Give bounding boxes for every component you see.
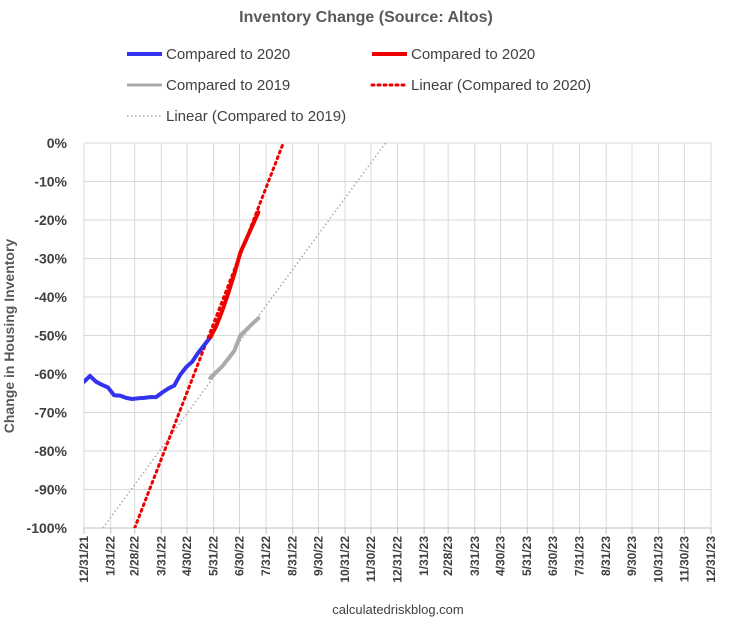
x-tick-label: 9/30/23 <box>625 536 639 576</box>
y-tick-label: -90% <box>34 482 67 498</box>
y-tick-label: -30% <box>34 251 67 267</box>
x-tick-label: 10/31/23 <box>652 536 666 583</box>
x-tick-label: 8/31/22 <box>286 536 300 576</box>
x-tick-label: 1/31/23 <box>417 536 431 576</box>
trend-linear-2020 <box>133 143 285 528</box>
x-tick-label: 1/31/22 <box>104 536 118 576</box>
y-tick-label: -10% <box>34 174 67 190</box>
y-tick-label: -20% <box>34 212 67 228</box>
x-tick-label: 3/31/22 <box>154 536 168 576</box>
x-tick-label: 2/28/23 <box>441 536 455 576</box>
x-tick-label: 11/30/22 <box>364 536 378 582</box>
x-axis-tick-labels: 12/31/21 1/31/22 2/28/22 3/31/22 4/30/22 5/31… <box>77 536 718 583</box>
legend-label-linear-2019: Linear (Compared to 2019) <box>166 108 346 125</box>
legend-label-compared-2020-red: Compared to 2020 <box>411 46 535 63</box>
x-tick-label: 6/30/22 <box>232 536 246 576</box>
gridlines <box>83 142 712 534</box>
y-axis-tick-labels: 0% -10% -20% -30% -40% -50% -60% -70% -80% -90% -1… <box>27 135 68 536</box>
x-tick-label: 3/31/23 <box>468 536 482 576</box>
x-tick-label: 11/30/23 <box>677 536 691 582</box>
y-tick-label: -60% <box>34 366 67 382</box>
x-tick-label: 2/28/22 <box>128 536 142 576</box>
x-tick-label: 8/31/23 <box>599 536 613 576</box>
x-tick-label: 12/31/22 <box>391 536 405 583</box>
x-tick-label: 7/31/22 <box>259 536 273 576</box>
x-tick-label: 5/31/23 <box>520 536 534 576</box>
source-footer: calculatedriskblog.com <box>332 602 464 617</box>
x-tick-label: 7/31/23 <box>573 536 587 576</box>
y-tick-label: -80% <box>34 443 67 459</box>
x-tick-label: 6/30/23 <box>546 536 560 576</box>
y-tick-label: -70% <box>34 405 67 421</box>
y-tick-label: 0% <box>47 135 68 151</box>
legend-label-linear-2020: Linear (Compared to 2020) <box>411 77 591 94</box>
chart-title: Inventory Change (Source: Altos) <box>239 9 493 26</box>
legend: Compared to 2020 Compared to 2020 Compar… <box>127 46 591 125</box>
data-series <box>84 143 387 528</box>
legend-label-compared-2020-blue: Compared to 2020 <box>166 46 290 63</box>
x-tick-label: 12/31/23 <box>704 536 718 583</box>
y-tick-label: -40% <box>34 289 67 305</box>
x-tick-label: 4/30/22 <box>180 536 194 576</box>
series-compared-2020-red <box>208 210 261 340</box>
legend-label-compared-2019: Compared to 2019 <box>166 77 290 94</box>
y-tick-label: -50% <box>34 328 67 344</box>
x-tick-label: 5/31/22 <box>207 536 221 576</box>
x-tick-label: 9/30/22 <box>311 536 325 576</box>
series-compared-2019 <box>208 316 261 380</box>
y-tick-label: -100% <box>27 520 68 536</box>
x-tick-label: 12/31/21 <box>77 536 91 583</box>
x-tick-label: 4/30/23 <box>494 536 508 576</box>
x-tick-label: 10/31/22 <box>338 536 352 583</box>
series-compared-2020-blue <box>84 335 213 401</box>
y-axis-label: Change in Housing Inventory <box>1 239 17 434</box>
